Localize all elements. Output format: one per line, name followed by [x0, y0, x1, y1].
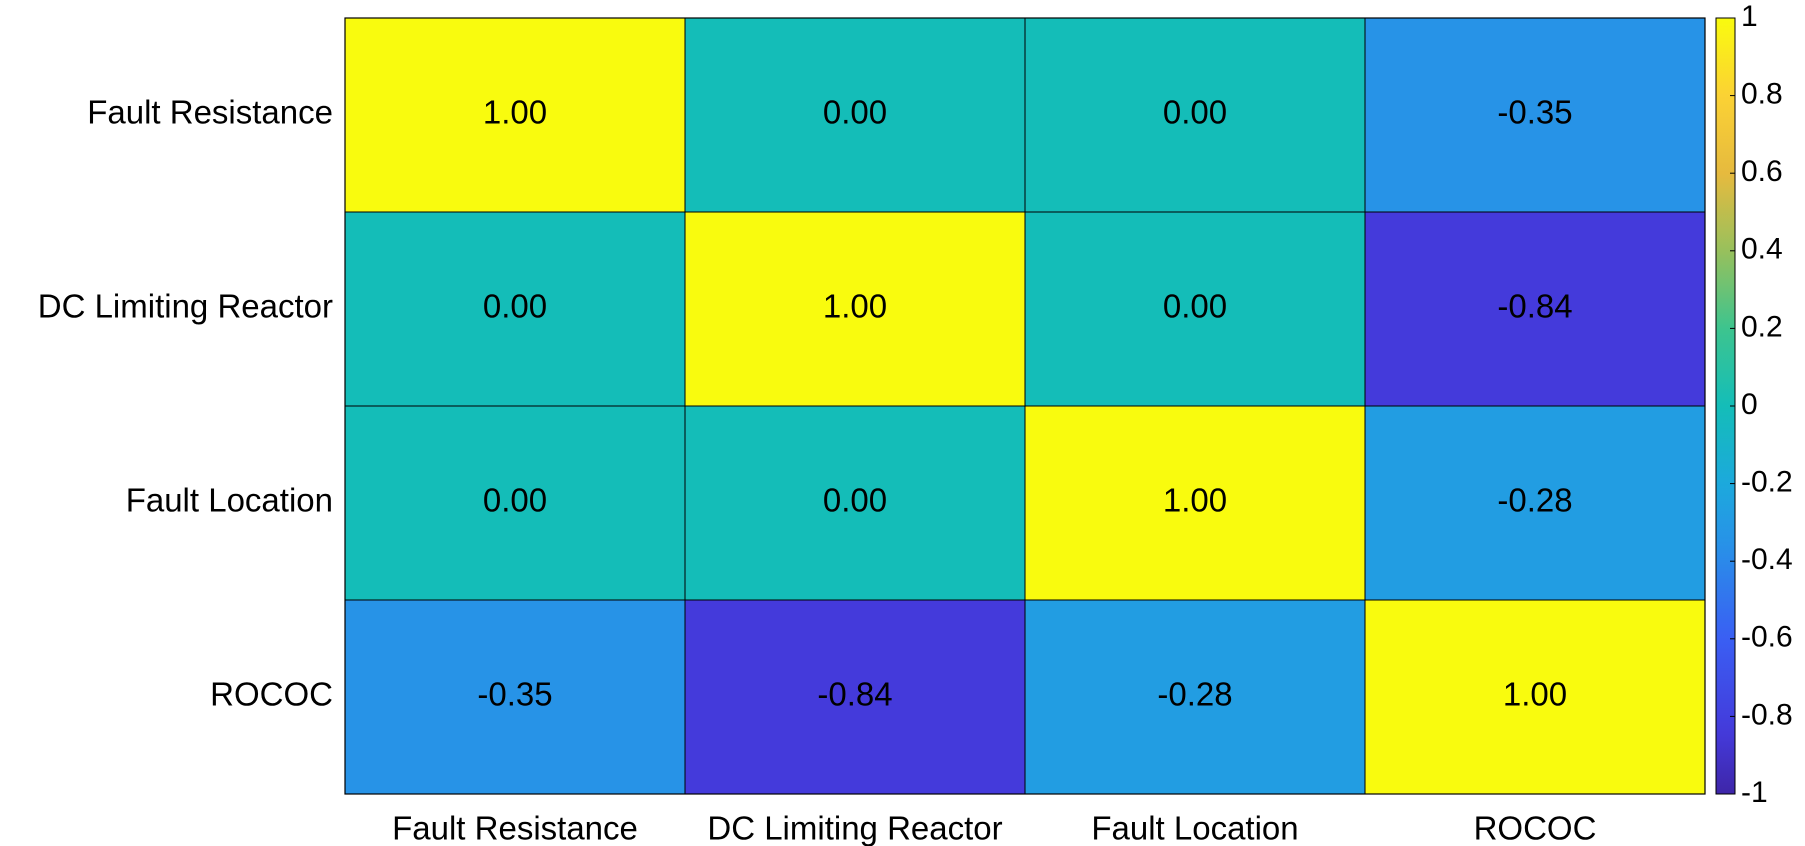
cell-label: 1.00: [483, 94, 547, 131]
heatmap-cell: [1364, 599, 1706, 795]
colorbar-tick-label: 0.8: [1741, 78, 1783, 111]
colorbar-tick-label: 1: [1741, 0, 1758, 33]
heatmap-cell: [344, 211, 686, 407]
cell-label: -0.84: [1497, 288, 1572, 325]
cell-label: 0.00: [483, 288, 547, 325]
heatmap-cell: [344, 17, 686, 213]
heatmap-cell: [684, 211, 1026, 407]
cell-label: 1.00: [1503, 676, 1567, 713]
cell-label: -0.28: [1497, 482, 1572, 519]
x-tick-label: Fault Resistance: [392, 810, 638, 846]
cell-label: 0.00: [1163, 94, 1227, 131]
cell-label: 0.00: [823, 482, 887, 519]
colorbar-tick-label: -0.4: [1741, 543, 1793, 576]
x-tick-label: DC Limiting Reactor: [707, 810, 1002, 846]
cell-label: 0.00: [823, 94, 887, 131]
x-tick-label: ROCOC: [1474, 810, 1597, 846]
colorbar-tick-label: -0.6: [1741, 621, 1793, 654]
heatmap-cell: [1364, 17, 1706, 213]
colorbar-tick-label: 0.4: [1741, 233, 1783, 266]
y-tick-label: Fault Resistance: [87, 94, 333, 131]
colorbar-tick-label: 0.6: [1741, 155, 1783, 188]
heatmap-cell: [1364, 211, 1706, 407]
x-tick-label: Fault Location: [1091, 810, 1298, 846]
colorbar-tick-label: -0.2: [1741, 466, 1793, 499]
colorbar-tick-label: -1: [1741, 776, 1768, 809]
colorbar-tick-label: 0.2: [1741, 310, 1783, 343]
cell-label: 1.00: [823, 288, 887, 325]
colorbar-tick-label: 0: [1741, 388, 1758, 421]
heatmap-cell: [1024, 211, 1366, 407]
cell-label: -0.28: [1157, 676, 1232, 713]
y-tick-label: Fault Location: [126, 482, 333, 519]
cell-label: -0.35: [1497, 94, 1572, 131]
y-tick-label: DC Limiting Reactor: [38, 288, 333, 325]
colorbar-tick-label: -0.8: [1741, 698, 1793, 731]
cell-label: 1.00: [1163, 482, 1227, 519]
cell-label: -0.84: [817, 676, 892, 713]
plot-frame: [344, 17, 1706, 795]
cell-label: -0.35: [477, 676, 552, 713]
cell-label: 0.00: [1163, 288, 1227, 325]
heatmap-cell: [344, 599, 686, 795]
cell-label: 0.00: [483, 482, 547, 519]
heatmap-cell: [1364, 405, 1706, 601]
heatmap-cell: [684, 599, 1026, 795]
heatmap-cell: [1024, 599, 1366, 795]
heatmap-cell: [684, 17, 1026, 213]
y-tick-label: ROCOC: [210, 676, 333, 713]
heatmap-cell: [684, 405, 1026, 601]
